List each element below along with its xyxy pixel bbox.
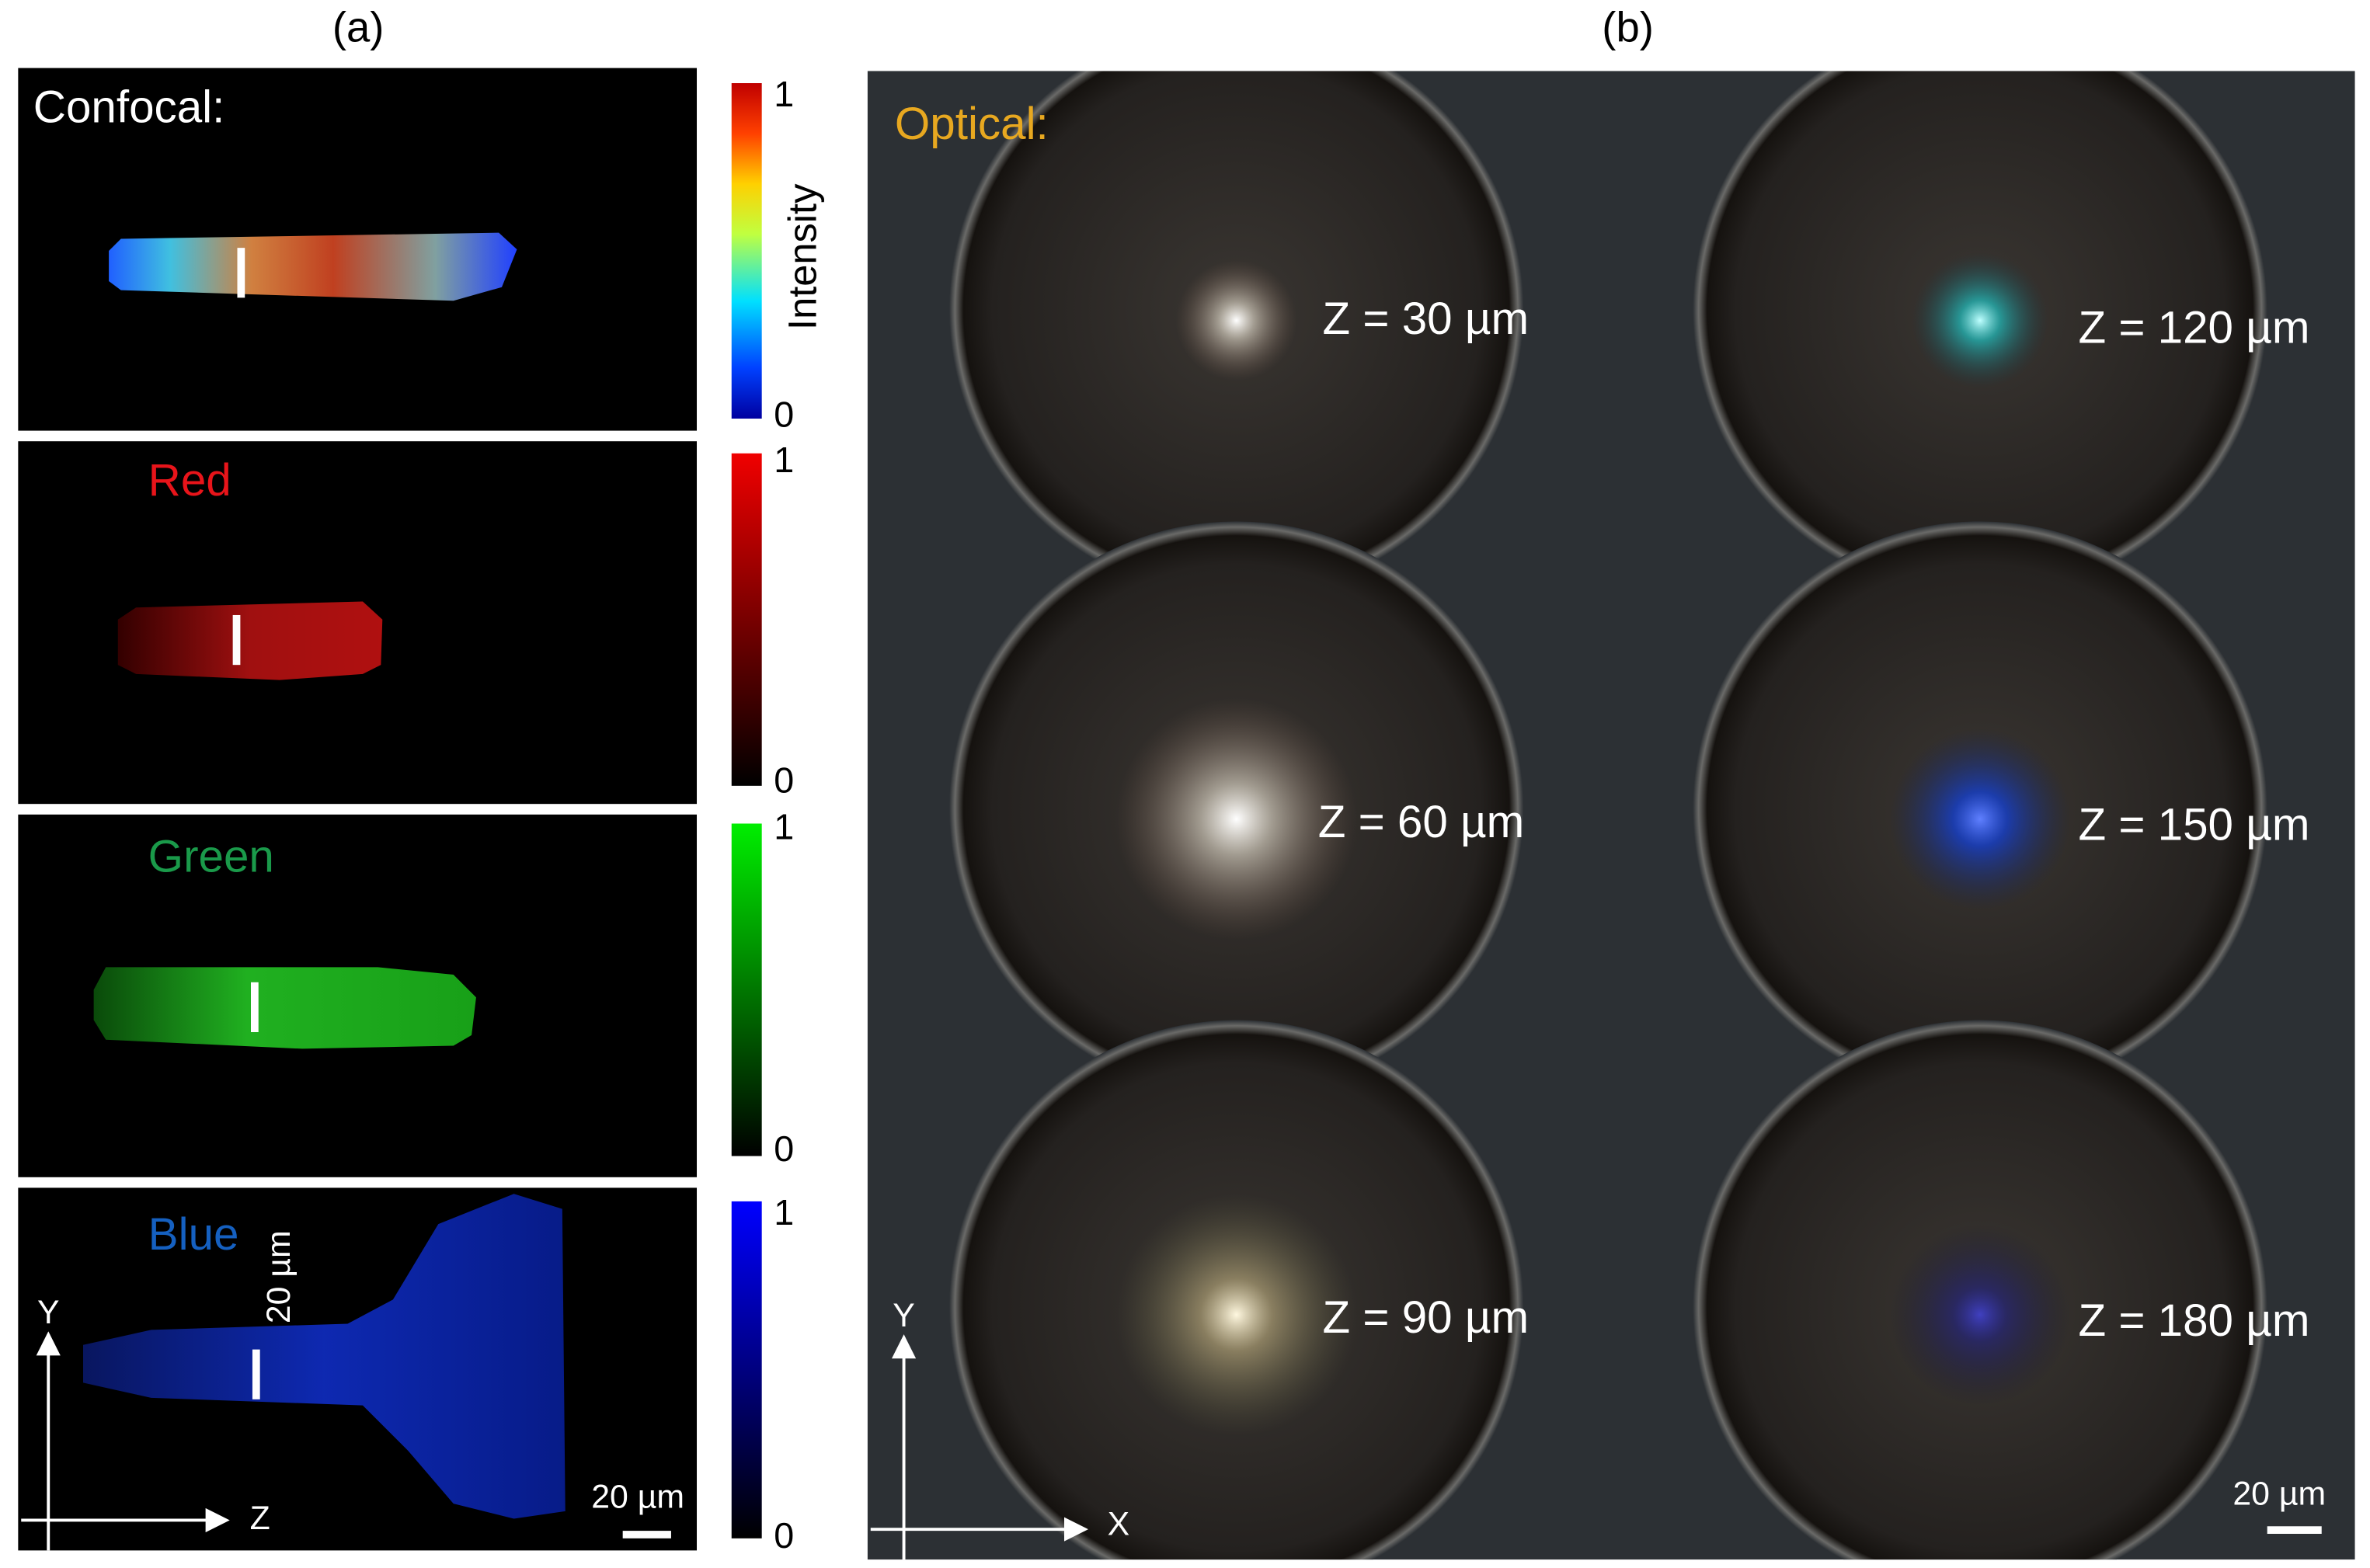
- z-label: Z = 150 µm: [2078, 800, 2309, 850]
- streak: [93, 967, 476, 1049]
- colorbar: [731, 823, 762, 1156]
- cbar-tick: 0: [774, 1128, 794, 1169]
- colorbar: [731, 1201, 762, 1538]
- marker: [252, 1349, 260, 1399]
- panel-label: (b): [1602, 3, 1654, 50]
- cbar-tick: 1: [774, 440, 794, 480]
- well: [948, 521, 1524, 1096]
- scale-bar-label: 20 µm: [591, 1479, 684, 1516]
- cbar-tick: 0: [774, 1515, 794, 1556]
- scale-bar: [2267, 1526, 2322, 1535]
- well: [1693, 1020, 2267, 1560]
- colorbar-label: Intensity: [780, 183, 824, 330]
- cbar-tick: 0: [774, 760, 794, 800]
- streak: [117, 601, 383, 680]
- marker: [237, 248, 245, 298]
- cbar-tick: 1: [774, 807, 794, 847]
- well: [1693, 71, 2267, 597]
- row-label: Green: [148, 832, 274, 882]
- cbar-tick: 0: [774, 394, 794, 434]
- z-label: Z = 60 µm: [1318, 797, 1525, 847]
- z-label: Z = 120 µm: [2078, 303, 2309, 353]
- row-label: Blue: [148, 1209, 239, 1260]
- z-label: Z = 180 µm: [2078, 1295, 2309, 1346]
- well: [1693, 521, 2267, 1096]
- colorbar: [731, 83, 762, 419]
- axis-label: Z: [250, 1500, 270, 1537]
- marker: [232, 614, 241, 666]
- colorbar: [731, 453, 762, 786]
- streak: [109, 232, 517, 301]
- axis-label: Y: [37, 1294, 60, 1331]
- confocal-row: Confocal: 1 0 Intensity: [18, 68, 824, 434]
- z-label: Z = 30 µm: [1323, 294, 1530, 344]
- panel-label: (a): [332, 3, 385, 50]
- well: [949, 1020, 1524, 1560]
- green-row: Green 1 0: [18, 807, 794, 1177]
- scale-bar-label: 20 µm: [2233, 1476, 2326, 1513]
- axis-label: Y: [893, 1297, 915, 1334]
- scale-bar: [622, 1531, 671, 1538]
- well: [949, 71, 1524, 597]
- axis-label: X: [1108, 1506, 1130, 1543]
- cbar-tick: 1: [774, 74, 794, 114]
- blue-row: Blue 20 µm Y Z 20 µm 1 0: [18, 1187, 794, 1556]
- wells: [948, 71, 2267, 1560]
- streak: [83, 1194, 566, 1519]
- row-label: Confocal:: [33, 82, 225, 132]
- cbar-tick: 1: [774, 1192, 794, 1232]
- scale-bar-label: 20 µm: [260, 1230, 298, 1323]
- z-label: Z = 90 µm: [1323, 1292, 1530, 1343]
- red-row: Red 1 0: [18, 440, 794, 805]
- row-label: Red: [148, 455, 231, 506]
- marker: [251, 982, 259, 1032]
- panel-title: Optical:: [895, 99, 1049, 149]
